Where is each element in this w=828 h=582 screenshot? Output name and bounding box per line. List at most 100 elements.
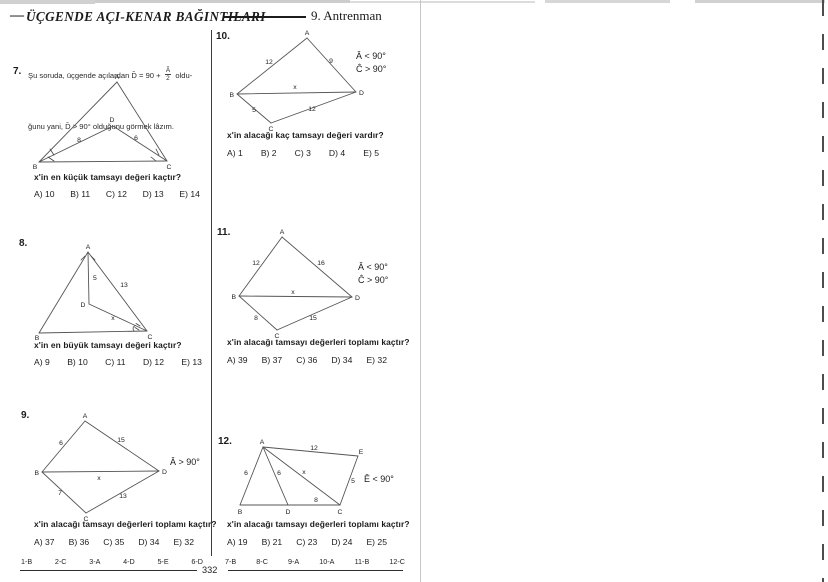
side-length-bc: 8: [254, 315, 258, 322]
vertex-label-b: B: [238, 509, 243, 516]
fraction-numerator: Â: [165, 67, 171, 74]
answer-key-item: 11-B: [354, 557, 370, 566]
intro-line-2: ğunu yani, D̂ > 90° olduğunu görmek lâzı…: [28, 122, 174, 131]
side-length-ad: 15: [117, 437, 125, 444]
fraction-a-over-2: Â 2: [164, 67, 172, 82]
problem-11-question: x'in alacağı tamsayı değerleri toplamı k…: [227, 337, 410, 347]
problem-7-answers: A) 10 B) 11 C) 12 D) 13 E) 14: [34, 189, 200, 199]
side-length-cd: 12: [308, 106, 316, 113]
side-length-ad: 5: [93, 275, 97, 282]
problem-12-number: 12.: [218, 436, 232, 447]
intro-note: Şu soruda, üçgende açılardan D̂ = 90 + Â…: [28, 33, 192, 169]
answer-option-b: B) 21: [261, 537, 283, 547]
page-number: 332: [202, 565, 218, 575]
problem-11-conditions: Â < 90° Ĉ > 90°: [358, 261, 388, 286]
answer-option-c: C) 11: [105, 357, 126, 367]
side-length-ad: 9: [329, 58, 333, 65]
problem-11-number: 11.: [217, 227, 231, 238]
condition-angle-a: Â < 90°: [356, 51, 386, 61]
problem-9-number: 9.: [21, 410, 30, 421]
answer-key-item: 6-D: [191, 557, 203, 566]
answer-key-item: 10-A: [319, 557, 335, 566]
scan-artifact-top: [695, 0, 825, 3]
answer-option-a: A) 39: [227, 355, 248, 365]
vertex-label-b: B: [33, 164, 38, 171]
diagonal-label-x: x: [302, 469, 306, 476]
vertex-label-e: E: [359, 449, 364, 456]
scan-artifact-top: [95, 0, 350, 3]
answer-option-b: B) 11: [70, 189, 91, 199]
answer-option-c: C) 23: [296, 537, 318, 547]
problem-8-number: 8.: [19, 238, 28, 249]
vertex-label-d: D: [81, 302, 86, 309]
vertex-label-c: C: [275, 333, 280, 340]
answer-option-e: E) 25: [366, 537, 387, 547]
answer-option-c: C) 3: [294, 148, 311, 158]
side-length-ac: 13: [120, 282, 128, 289]
answer-key-item: 9-A: [288, 557, 300, 566]
figure-edges: [238, 236, 353, 331]
figure-edges: [38, 81, 168, 163]
figure-edges: [239, 446, 359, 506]
vertex-label-d: D: [110, 117, 115, 124]
answer-option-b: B) 2: [260, 148, 277, 158]
answer-option-a: A) 9: [34, 357, 50, 367]
answer-option-e: E) 14: [179, 189, 200, 199]
answer-option-a: A) 1: [227, 148, 243, 158]
intro-text: oldu-: [173, 71, 193, 80]
header-rule: [223, 16, 306, 18]
figure-edges: [38, 251, 148, 334]
side-length-ab: 6: [244, 470, 248, 477]
vertex-label-b: B: [229, 92, 234, 99]
fraction-denominator: 2: [164, 74, 172, 82]
vertex-label-d: D: [286, 509, 291, 516]
answer-key-item: 1-B: [21, 557, 33, 566]
diagonal-label-x: x: [291, 289, 295, 296]
side-length-bc: 5: [252, 107, 256, 114]
side-length-cd: 13: [119, 493, 127, 500]
vertex-label-d: D: [162, 469, 167, 476]
answer-option-a: A) 37: [34, 537, 55, 547]
vertex-label-a: A: [83, 413, 88, 420]
answer-key-item: 12-C: [389, 557, 405, 566]
vertex-label-b: B: [231, 294, 236, 301]
problem-9-condition: Â > 90°: [170, 457, 200, 467]
answer-option-a: A) 19: [227, 537, 248, 547]
vertex-label-c: C: [148, 334, 153, 341]
problem-10-answers: A) 1 B) 2 C) 3 D) 4 E) 5: [227, 148, 379, 158]
header-dash: —: [10, 8, 24, 23]
problem-9-question: x'in alacağı tamsayı değerleri toplamı k…: [34, 519, 217, 529]
column-divider: [211, 30, 213, 556]
diagonal-label-x: x: [293, 84, 297, 91]
scan-edge-line: [822, 0, 825, 582]
answer-key-item: 5-E: [157, 557, 169, 566]
footer-rule-right: [228, 570, 403, 572]
problem-11-figure: A B D C 12 16 x 8 15: [231, 229, 360, 340]
answer-option-d: D) 34: [138, 537, 160, 547]
vertex-label-a: A: [305, 30, 310, 37]
answer-option-e: E) 32: [366, 355, 387, 365]
answer-option-d: D) 13: [142, 189, 164, 199]
vertex-label-d: D: [359, 90, 364, 97]
problem-7-number: 7.: [13, 66, 22, 77]
side-length-ec: 5: [351, 478, 355, 485]
side-length-ab: 12: [252, 260, 260, 267]
problem-9-answers: A) 37 B) 36 C) 35 D) 34 E) 32: [34, 537, 194, 547]
scan-artifact-top: [0, 0, 95, 4]
section-label: 9. Antrenman: [311, 8, 382, 23]
answer-option-c: C) 36: [296, 355, 318, 365]
vertex-label-a: A: [115, 74, 120, 81]
footer-rule-left: [20, 570, 197, 572]
answer-key-left: 1-B 2-C 3-A 4-D 5-E 6-D: [21, 557, 203, 566]
answer-key-right: 7-B 8-C 9-A 10-A 11-B 12-C: [225, 557, 405, 566]
side-length-dc: 6: [134, 135, 138, 142]
intro-line-1: Şu soruda, üçgende açılardan D̂ = 90 + Â…: [28, 67, 192, 84]
side-length-dc: 8: [314, 497, 318, 504]
problem-12-figure: A E B D C 12 6 6 x 5 8: [238, 439, 364, 516]
answer-option-d: D) 34: [331, 355, 353, 365]
problem-7-question: x'in en küçük tamsayı değeri kaçtır?: [34, 172, 182, 182]
answer-option-d: D) 4: [328, 148, 346, 158]
side-length-ae: 12: [310, 445, 318, 452]
side-length-ab: 12: [265, 59, 273, 66]
answer-option-b: B) 37: [261, 355, 283, 365]
